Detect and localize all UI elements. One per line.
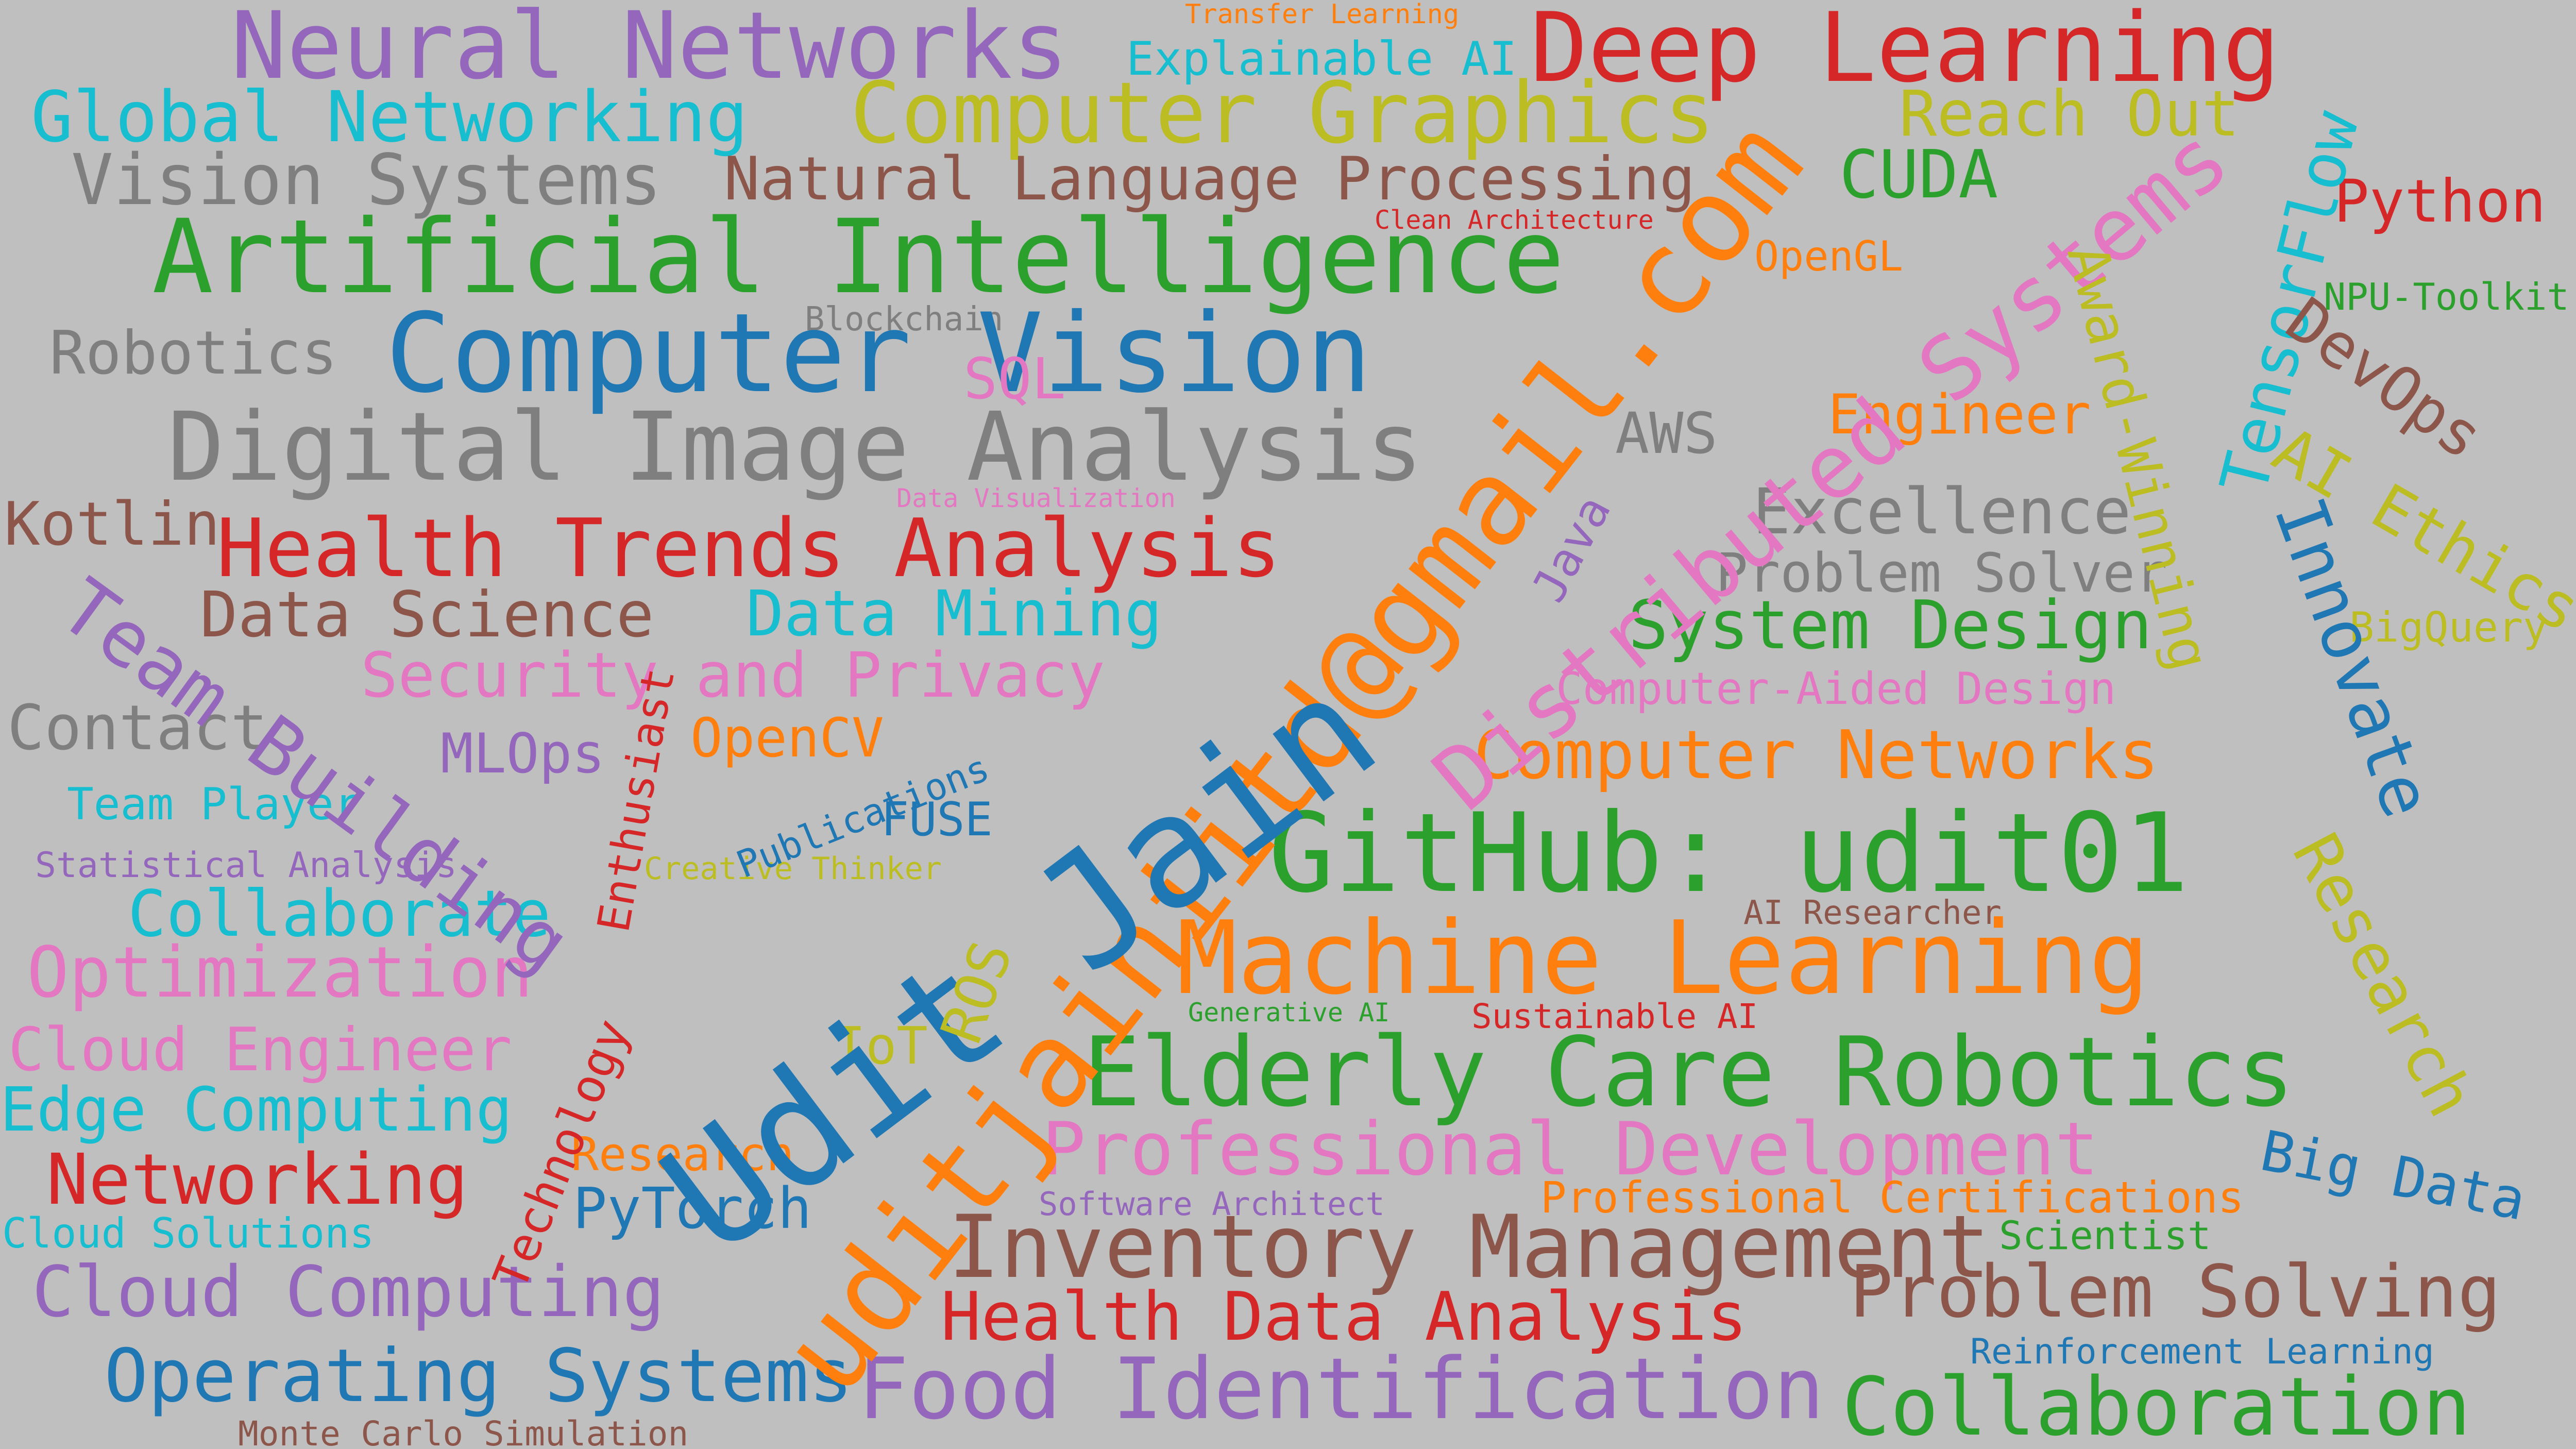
word-computer-graphics: Computer Graphics <box>850 64 1715 162</box>
word-sql: SQL <box>963 346 1066 412</box>
word-blockchain: Blockchain <box>805 300 1004 339</box>
word-networking: Networking <box>46 1139 468 1221</box>
word-generative-ai: Generative AI <box>1188 998 1390 1027</box>
word-transfer-learning: Transfer Learning <box>1185 0 1460 30</box>
word-elderly-care-robotics: Elderly Care Robotics <box>1083 1016 2295 1128</box>
word-creative-thinker: Creative Thinker <box>644 851 942 887</box>
word-problem-solving: Problem Solving <box>1850 1250 2501 1334</box>
word-edge-computing: Edge Computing <box>0 1074 513 1145</box>
word-food-identification: Food Identification <box>858 1340 1824 1438</box>
word-professional-certifications: Professional Certifications <box>1540 1172 2244 1223</box>
word-collaboration: Collaboration <box>1842 1360 2471 1449</box>
word-statistical-analysis: Statistical Analysis <box>35 845 457 886</box>
word-ai-researcher: AI Researcher <box>1743 894 2002 932</box>
word-scientist: Scientist <box>1999 1212 2211 1258</box>
word-robotics: Robotics <box>49 318 337 388</box>
word-data-visualization: Data Visualization <box>896 483 1176 513</box>
word-python: Python <box>2334 167 2546 235</box>
word-global-networking: Global Networking <box>31 77 748 158</box>
word-cuda: CUDA <box>1839 137 1998 213</box>
word-problem-solver: Problem Solver <box>1716 542 2167 604</box>
word-cloud-computing: Cloud Computing <box>32 1252 665 1333</box>
word-software-architect: Software Architect <box>1039 1185 1385 1223</box>
word-data-mining: Data Mining <box>746 577 1162 650</box>
word-opengl: OpenGL <box>1754 232 1903 280</box>
word-sustainable-ai: Sustainable AI <box>1471 997 1758 1036</box>
word-machine-learning: Machine Learning <box>1177 900 2150 1017</box>
word-mlops: MLOps <box>440 722 605 785</box>
word-kotlin: Kotlin <box>4 490 221 559</box>
word-cloud-engineer: Cloud Engineer <box>8 1015 512 1085</box>
word-explainable-ai: Explainable AI <box>1126 32 1517 86</box>
word-contact: Contact <box>7 693 268 764</box>
word-reinforcement-learning: Reinforcement Learning <box>1970 1332 2434 1372</box>
word-aws: AWS <box>1615 400 1718 466</box>
word-fuse: FUSE <box>881 793 993 847</box>
word-professional-development: Professional Development <box>1042 1107 2099 1192</box>
word-clean-architecture: Clean Architecture <box>1375 205 1654 235</box>
word-artificial-intelligence: Artificial Intelligence <box>152 197 1565 316</box>
word-deep-learning: Deep Learning <box>1530 0 2280 104</box>
word-github-udit01: GitHub: udit01 <box>1268 789 2189 917</box>
word-collaborate: Collaborate <box>128 877 551 951</box>
word-opencv: OpenCV <box>690 706 884 769</box>
word-system-design: System Design <box>1628 586 2153 664</box>
word-excellence: Excellence <box>1753 475 2131 548</box>
word-natural-language-processing: Natural Language Processing <box>724 144 1696 214</box>
word-vision-systems: Vision Systems <box>71 140 662 221</box>
word-monte-carlo-simulation: Monte Carlo Simulation <box>238 1414 689 1449</box>
word-iot: IoT <box>835 1016 928 1076</box>
word-inventory-management: Inventory Management <box>948 1197 1990 1298</box>
word-big-data: Big Data <box>2255 1119 2531 1234</box>
word-computer-vision: Computer Vision <box>385 290 1372 417</box>
word-optimization: Optimization <box>27 932 533 1014</box>
word-bigquery: BigQuery <box>2349 603 2548 651</box>
word-reach-out: Reach Out <box>1899 77 2240 150</box>
word-neural-networks: Neural Networks <box>231 0 1069 100</box>
word-engineer: Engineer <box>1828 383 2091 446</box>
word-cloud-solutions: Cloud Solutions <box>2 1209 375 1257</box>
word-computer-aided-design: Computer-Aided Design <box>1556 663 2116 715</box>
word-research-olive: Research <box>2278 822 2488 1129</box>
word-health-data-analysis: Health Data Analysis <box>941 1277 1748 1356</box>
word-computer-networks: Computer Networks <box>1473 716 2159 794</box>
word-team-player: Team Player <box>67 779 361 830</box>
word-health-trends-analysis: Health Trends Analysis <box>216 501 1281 595</box>
word-data-science: Data Science <box>200 578 654 651</box>
word-research-orange: Research <box>571 1127 794 1182</box>
word-digital-image-analysis: Digital Image Analysis <box>167 392 1423 502</box>
word-pytorch: PyTorch <box>573 1175 812 1241</box>
word-operating-systems: Operating Systems <box>104 1334 853 1419</box>
word-security-and-privacy: Security and Privacy <box>361 640 1105 712</box>
word-npu-toolkit: NPU-Toolkit <box>2324 275 2569 318</box>
